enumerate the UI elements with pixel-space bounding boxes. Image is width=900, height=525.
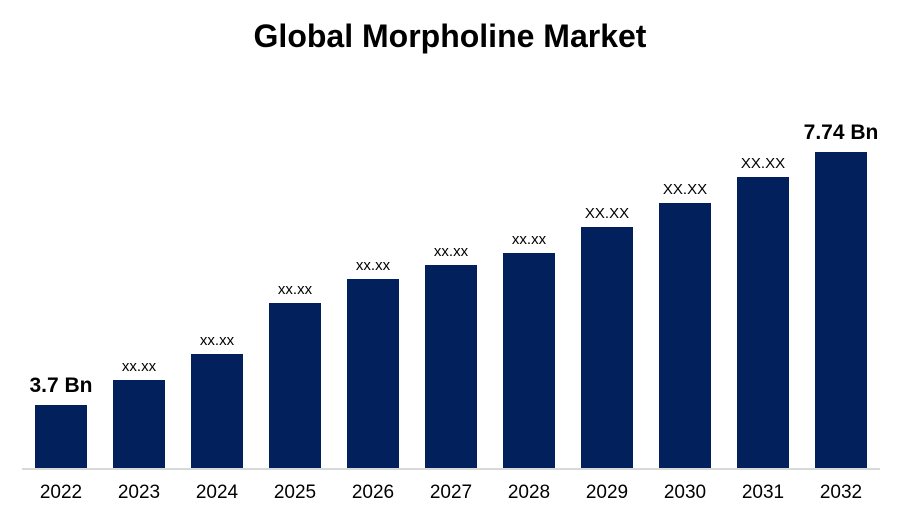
bar-2031 — [737, 177, 789, 468]
bar-column-2031: XX.XX — [724, 0, 802, 468]
x-tick-label-2028: 2028 — [507, 482, 551, 503]
bar-2022 — [35, 405, 87, 468]
bar-value-label-2030: XX.XX — [662, 181, 708, 198]
bar-2028 — [503, 253, 555, 468]
x-axis-labels: 2022 2023 2024 2025 2026 2027 2028 2029 2030 2031… — [22, 482, 880, 504]
bar-column-2028: xx.xx — [490, 0, 568, 468]
chart-title: Global Morpholine Market — [253, 18, 647, 54]
bar-2029 — [581, 227, 633, 468]
bar-column-2029: XX.XX — [568, 0, 646, 468]
bar-2023 — [113, 380, 165, 468]
bar-column-2022: 3.7 Bn — [22, 0, 100, 468]
bar-2027 — [425, 265, 477, 468]
bar-2026 — [347, 279, 399, 468]
x-tick-label-2031: 2031 — [741, 482, 785, 503]
x-tick-label-2025: 2025 — [273, 482, 317, 503]
bar-value-label-2028: xx.xx — [511, 231, 547, 248]
x-tick-label-2023: 2023 — [117, 482, 161, 503]
bar-2030 — [659, 203, 711, 468]
x-tick-label-2026: 2026 — [351, 482, 395, 503]
plot-area: 3.7 Bn xx.xx xx.xx xx.xx xx.xx xx.xx xx.xx XX.X… — [22, 0, 880, 468]
bar-value-label-2023: xx.xx — [121, 358, 157, 375]
bar-value-label-2025: xx.xx — [277, 281, 313, 298]
bar-value-label-2022: 3.7 Bn — [29, 374, 93, 397]
bar-value-label-2026: xx.xx — [355, 257, 391, 274]
x-axis-line — [22, 468, 880, 470]
x-tick-label-2030: 2030 — [663, 482, 707, 503]
bar-2025 — [269, 303, 321, 468]
bar-value-label-2029: XX.XX — [584, 205, 630, 222]
bar-column-2027: xx.xx — [412, 0, 490, 468]
bar-2024 — [191, 354, 243, 468]
x-tick-label-2024: 2024 — [195, 482, 239, 503]
bar-column-2030: XX.XX — [646, 0, 724, 468]
bar-value-label-2031: XX.XX — [740, 155, 786, 172]
bar-column-2026: xx.xx — [334, 0, 412, 468]
bar-column-2032: 7.74 Bn — [802, 0, 880, 468]
bar-2032 — [815, 152, 867, 468]
x-tick-label-2027: 2027 — [429, 482, 473, 503]
x-tick-label-2022: 2022 — [39, 482, 83, 503]
bar-column-2023: xx.xx — [100, 0, 178, 468]
bar-value-label-2032: 7.74 Bn — [803, 121, 879, 144]
bar-value-label-2024: xx.xx — [199, 332, 235, 349]
bar-column-2025: xx.xx — [256, 0, 334, 468]
x-tick-label-2032: 2032 — [819, 482, 863, 503]
x-tick-label-2029: 2029 — [585, 482, 629, 503]
bar-column-2024: xx.xx — [178, 0, 256, 468]
bar-value-label-2027: xx.xx — [433, 243, 469, 260]
